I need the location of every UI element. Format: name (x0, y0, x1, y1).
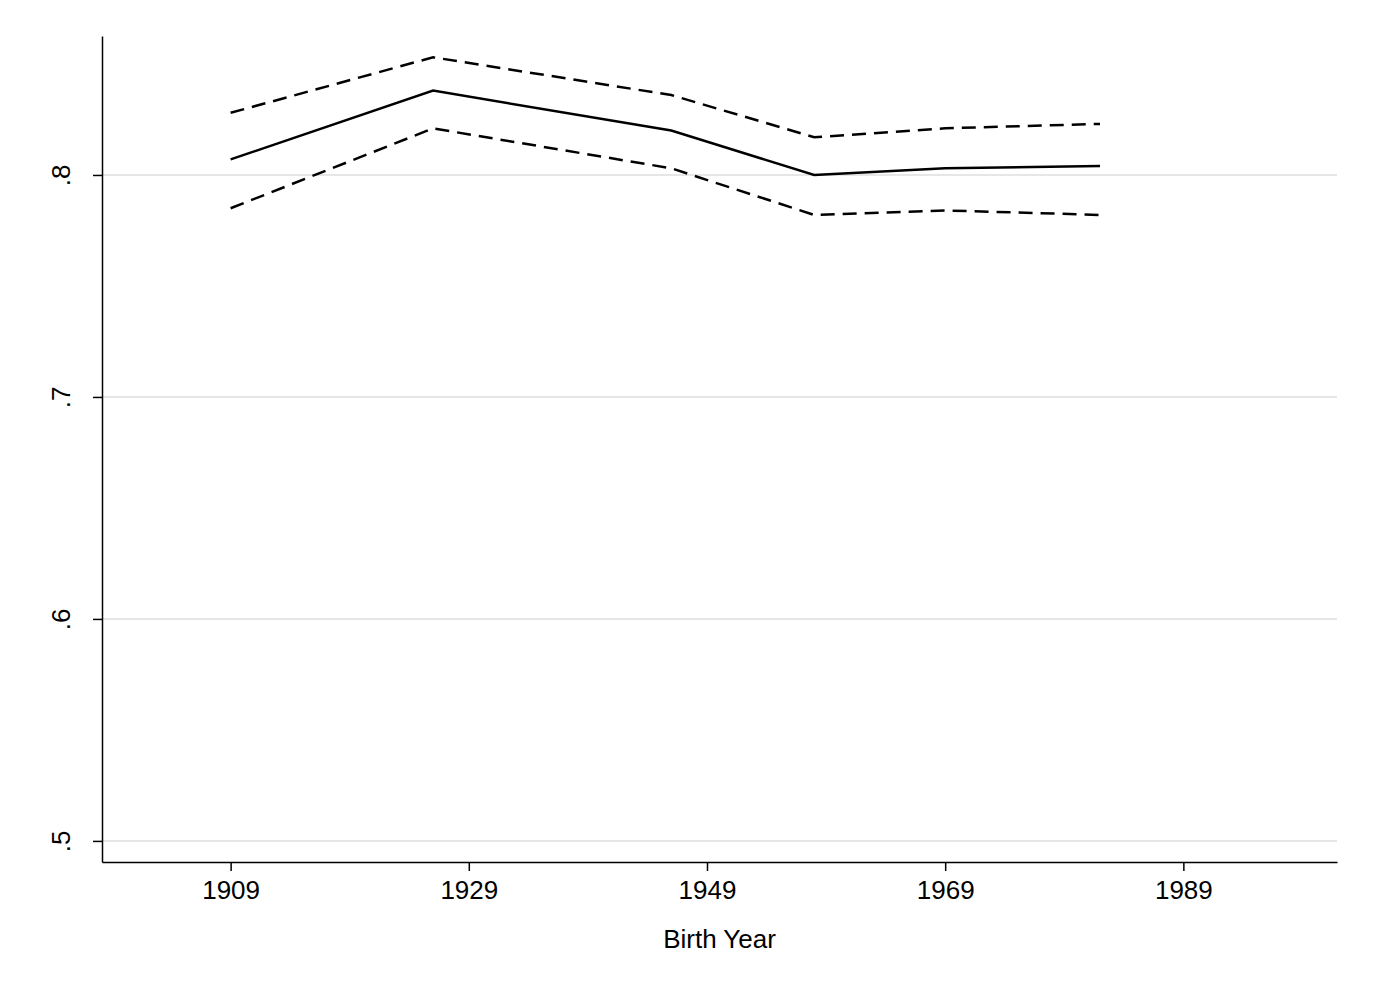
x-tick-mark (707, 862, 709, 871)
grid-line (102, 618, 1337, 620)
y-tick: .7 (46, 387, 102, 409)
plot: 1909 1929 1949 1969 1989 .5 .6 .7 .8 (46, 37, 1338, 906)
x-tick: 1929 (440, 862, 498, 905)
grid-line (102, 840, 1337, 842)
x-axis-line (103, 862, 1338, 864)
y-tick-label: .7 (46, 387, 76, 409)
grid (102, 175, 1337, 841)
y-tick-mark (93, 841, 102, 843)
x-tick-label: 1969 (917, 875, 975, 905)
y-tick-mark (93, 619, 102, 621)
y-tick-mark (93, 397, 102, 399)
x-axis: 1909 1929 1949 1969 1989 (103, 862, 1338, 905)
series-line (231, 57, 1100, 137)
x-axis-title: Birth Year (663, 924, 776, 954)
series-line (231, 128, 1100, 215)
x-tick-mark (1183, 862, 1185, 871)
y-tick: .5 (46, 831, 102, 853)
y-tick-label: .6 (46, 609, 76, 631)
x-tick-label: 1949 (679, 875, 737, 905)
y-tick-label: .8 (46, 165, 76, 187)
x-tick: 1969 (917, 862, 975, 905)
x-tick: 1949 (679, 862, 737, 905)
series-line (231, 91, 1100, 175)
x-tick-mark (469, 862, 471, 871)
grid-line (102, 174, 1337, 176)
y-tick: .6 (46, 609, 102, 631)
x-tick-mark (230, 862, 232, 871)
x-tick: 1989 (1155, 862, 1213, 905)
x-tick-mark (945, 862, 947, 871)
x-tick: 1909 (202, 862, 260, 905)
y-tick: .8 (46, 165, 102, 187)
chart: 1909 1929 1949 1969 1989 .5 .6 .7 .8 Birth Year (0, 0, 1374, 1000)
grid-line (102, 396, 1337, 398)
x-tick-label: 1989 (1155, 875, 1213, 905)
y-axis: .5 .6 .7 .8 (46, 37, 103, 863)
x-tick-label: 1909 (202, 875, 260, 905)
x-tick-label: 1929 (440, 875, 498, 905)
y-tick-mark (93, 175, 102, 177)
lines (231, 57, 1100, 215)
y-tick-label: .5 (46, 831, 76, 853)
y-axis-line (102, 37, 104, 863)
